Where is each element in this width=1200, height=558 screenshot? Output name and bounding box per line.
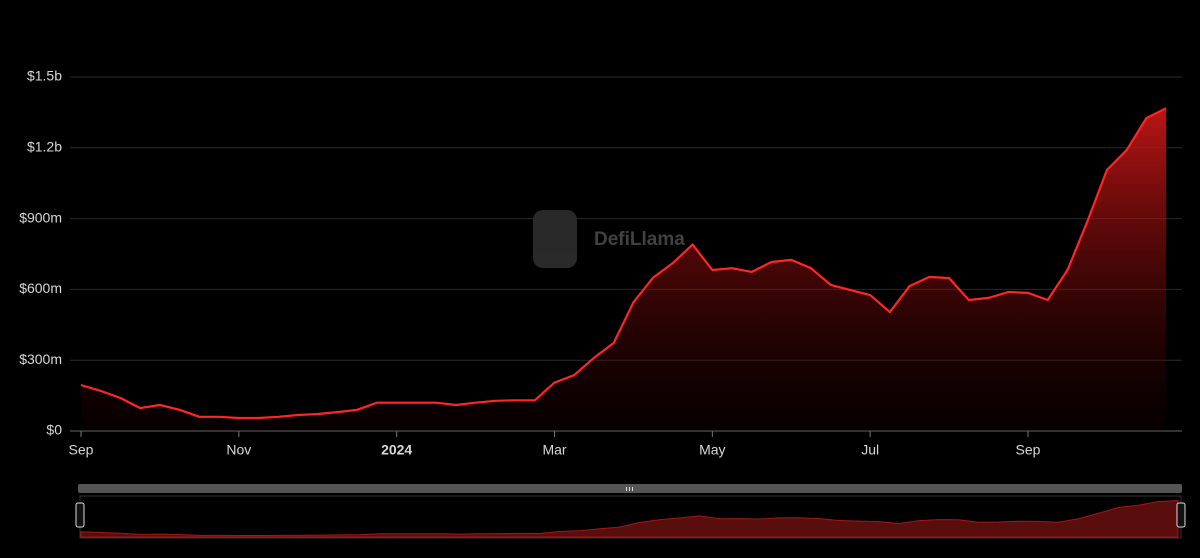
watermark: DefiLlama — [533, 210, 685, 268]
y-tick-label: $900m — [19, 209, 62, 225]
x-tick-label: May — [699, 442, 725, 458]
grip — [629, 487, 630, 491]
x-tick-label: Nov — [226, 442, 251, 458]
area-fill — [81, 108, 1167, 431]
y-tick-label: $1.5b — [27, 68, 62, 84]
line — [80, 107, 1167, 420]
y-tick-label: $0 — [46, 422, 62, 438]
x-tick-label: Jul — [861, 442, 879, 458]
y-tick-label: $600m — [19, 280, 62, 296]
navigator-area — [80, 499, 1179, 538]
y-tick-label: $300m — [19, 351, 62, 367]
grip — [632, 487, 633, 491]
x-tick-label: Sep — [1016, 442, 1041, 458]
x-tick-label: 2024 — [381, 442, 412, 458]
navigator-handle[interactable] — [75, 502, 85, 528]
navigator[interactable] — [75, 484, 1186, 539]
watermark-logo — [533, 210, 577, 268]
grip — [626, 487, 627, 491]
y-tick-label: $1.2b — [27, 139, 62, 155]
navigator-handle[interactable] — [1176, 502, 1186, 528]
watermark-text: DefiLlama — [594, 229, 685, 250]
x-tick-label: Sep — [69, 442, 94, 458]
x-tick-label: Mar — [542, 442, 566, 458]
